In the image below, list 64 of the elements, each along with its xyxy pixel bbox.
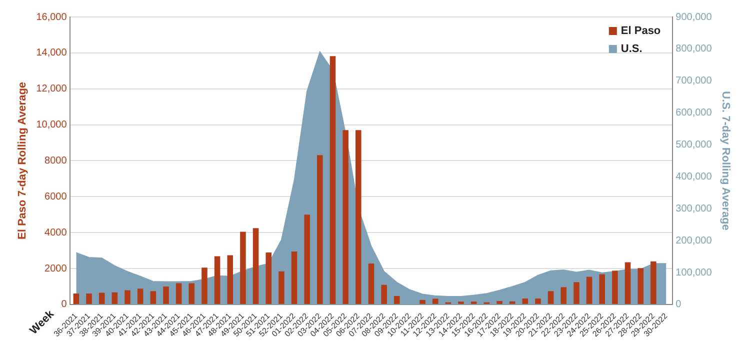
- y-tick-label: 8000: [44, 155, 68, 166]
- bar: [420, 300, 426, 304]
- y-tick-label: 12,000: [36, 84, 68, 95]
- bar: [381, 284, 387, 304]
- bar: [356, 130, 362, 304]
- y2-tick-label: 300,000: [676, 203, 712, 214]
- y2-tick-label: 500,000: [676, 140, 712, 151]
- bar: [509, 301, 516, 304]
- y-tick-label: 6000: [44, 191, 68, 202]
- y-tick-label: 16,000: [36, 12, 68, 23]
- bar: [624, 262, 631, 304]
- bar: [73, 293, 80, 304]
- bar: [574, 282, 580, 304]
- bar: [496, 301, 502, 304]
- y-tick-label: 14,000: [36, 48, 68, 59]
- bar: [394, 296, 400, 304]
- legend-label: El Paso: [620, 25, 661, 38]
- y-axis-title: El Paso 7-day Rolling Average: [16, 82, 29, 240]
- bar: [638, 268, 644, 304]
- bar: [342, 130, 348, 304]
- y-tick-label: 0: [61, 299, 68, 310]
- y2-tick-label: 0: [676, 299, 682, 310]
- bar: [522, 298, 528, 304]
- bar: [317, 155, 323, 304]
- y2-axis-title: U.S. 7-day Rolling Average: [719, 91, 732, 230]
- bar: [535, 298, 541, 304]
- bar: [86, 293, 92, 304]
- y2-tick-label: 800,000: [676, 44, 712, 55]
- bar: [240, 232, 246, 304]
- bar: [98, 292, 105, 304]
- bar: [214, 256, 220, 304]
- y2-tick-label: 700,000: [676, 76, 712, 87]
- y-tick-label: 2000: [44, 263, 68, 274]
- y-tick-label: 10,000: [36, 120, 68, 131]
- bar: [330, 56, 336, 304]
- y-tick-label: 4000: [44, 227, 68, 238]
- bar: [612, 270, 618, 304]
- y2-tick-label: 900,000: [676, 12, 712, 23]
- bar: [278, 271, 284, 304]
- y2-tick-label: 100,000: [676, 267, 712, 278]
- y2-tick-label: 400,000: [676, 171, 712, 182]
- bar: [599, 274, 605, 304]
- bar: [137, 288, 144, 304]
- bar: [176, 283, 182, 304]
- bar: [112, 292, 118, 304]
- bar: [368, 263, 374, 304]
- bar: [124, 290, 130, 304]
- bar: [560, 287, 567, 304]
- y2-tick-label: 200,000: [676, 235, 712, 246]
- y2-tick-label: 600,000: [676, 108, 712, 119]
- bar: [586, 276, 592, 304]
- legend-label: U.S.: [620, 43, 642, 56]
- bar: [227, 255, 234, 304]
- bar: [548, 291, 554, 304]
- bar: [304, 214, 310, 304]
- bar: [150, 291, 156, 304]
- bar: [650, 261, 656, 304]
- bar: [188, 283, 195, 304]
- bar: [202, 268, 208, 304]
- bar: [266, 252, 272, 304]
- bar: [163, 286, 169, 304]
- bar: [291, 251, 298, 304]
- bar: [252, 228, 259, 304]
- bar: [432, 298, 438, 304]
